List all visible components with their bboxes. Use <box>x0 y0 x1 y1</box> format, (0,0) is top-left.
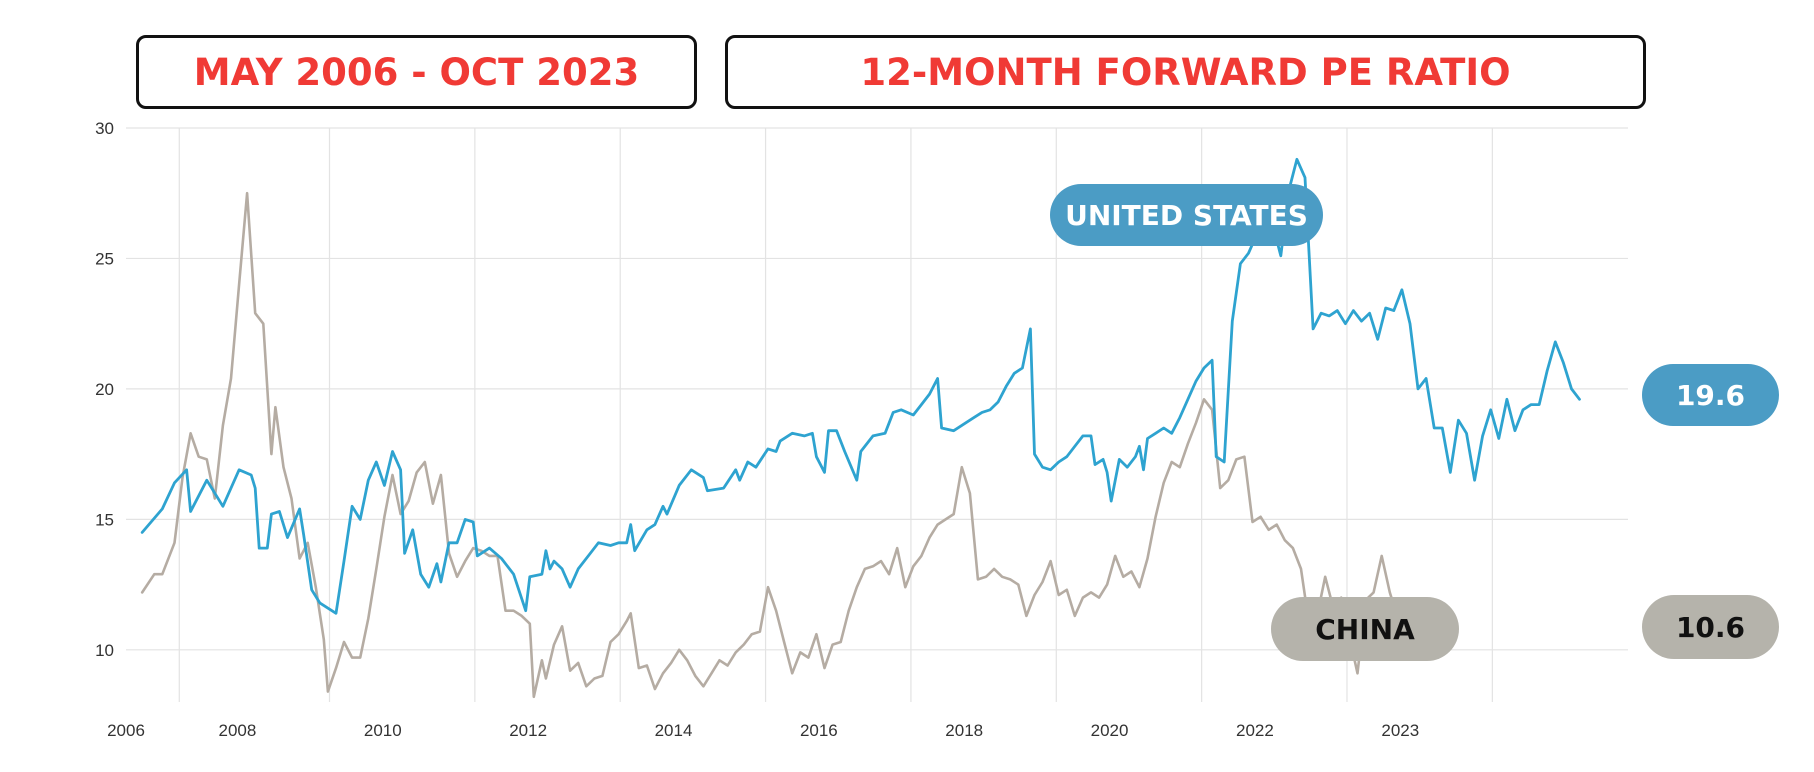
china-series-line <box>140 191 1456 699</box>
china-last-value: 10.6 <box>1675 610 1746 644</box>
y-tick-label: 10 <box>95 641 114 660</box>
x-tick-label: 2022 <box>1236 721 1274 740</box>
us-last-value-badge: 19.6 <box>1642 364 1779 426</box>
chart-title-box: 12-MONTH FORWARD PE RATIO <box>725 35 1646 109</box>
x-tick-label: 2023 <box>1381 721 1419 740</box>
y-axis: 10 15 20 25 30 <box>95 119 114 660</box>
china-series-label: CHINA <box>1271 597 1459 661</box>
y-tick-label: 30 <box>95 119 114 138</box>
us-series-line <box>140 157 1581 615</box>
series-layer <box>140 157 1581 699</box>
y-tick-label: 25 <box>95 249 114 268</box>
x-tick-label: 2008 <box>219 721 257 740</box>
us-series-label-text: UNITED STATES <box>1065 198 1308 232</box>
y-tick-label: 20 <box>95 380 114 399</box>
china-series-label-text: CHINA <box>1315 612 1415 646</box>
x-tick-label: 2012 <box>509 721 547 740</box>
x-tick-label: 2016 <box>800 721 838 740</box>
y-tick-label: 15 <box>95 510 114 529</box>
x-axis: 2006 2008 2010 2012 2014 2016 2018 2020 2022 2023 <box>107 721 1419 740</box>
x-tick-label: 2018 <box>945 721 983 740</box>
china-last-value-badge: 10.6 <box>1642 595 1779 659</box>
x-tick-label: 2006 <box>107 721 145 740</box>
date-range-box: MAY 2006 - OCT 2023 <box>136 35 697 109</box>
date-range-label: MAY 2006 - OCT 2023 <box>193 50 640 94</box>
us-last-value: 19.6 <box>1675 378 1746 412</box>
x-tick-label: 2020 <box>1091 721 1129 740</box>
x-tick-label: 2010 <box>364 721 402 740</box>
x-tick-label: 2014 <box>655 721 693 740</box>
us-series-label: UNITED STATES <box>1050 184 1323 246</box>
chart-title: 12-MONTH FORWARD PE RATIO <box>860 50 1511 94</box>
